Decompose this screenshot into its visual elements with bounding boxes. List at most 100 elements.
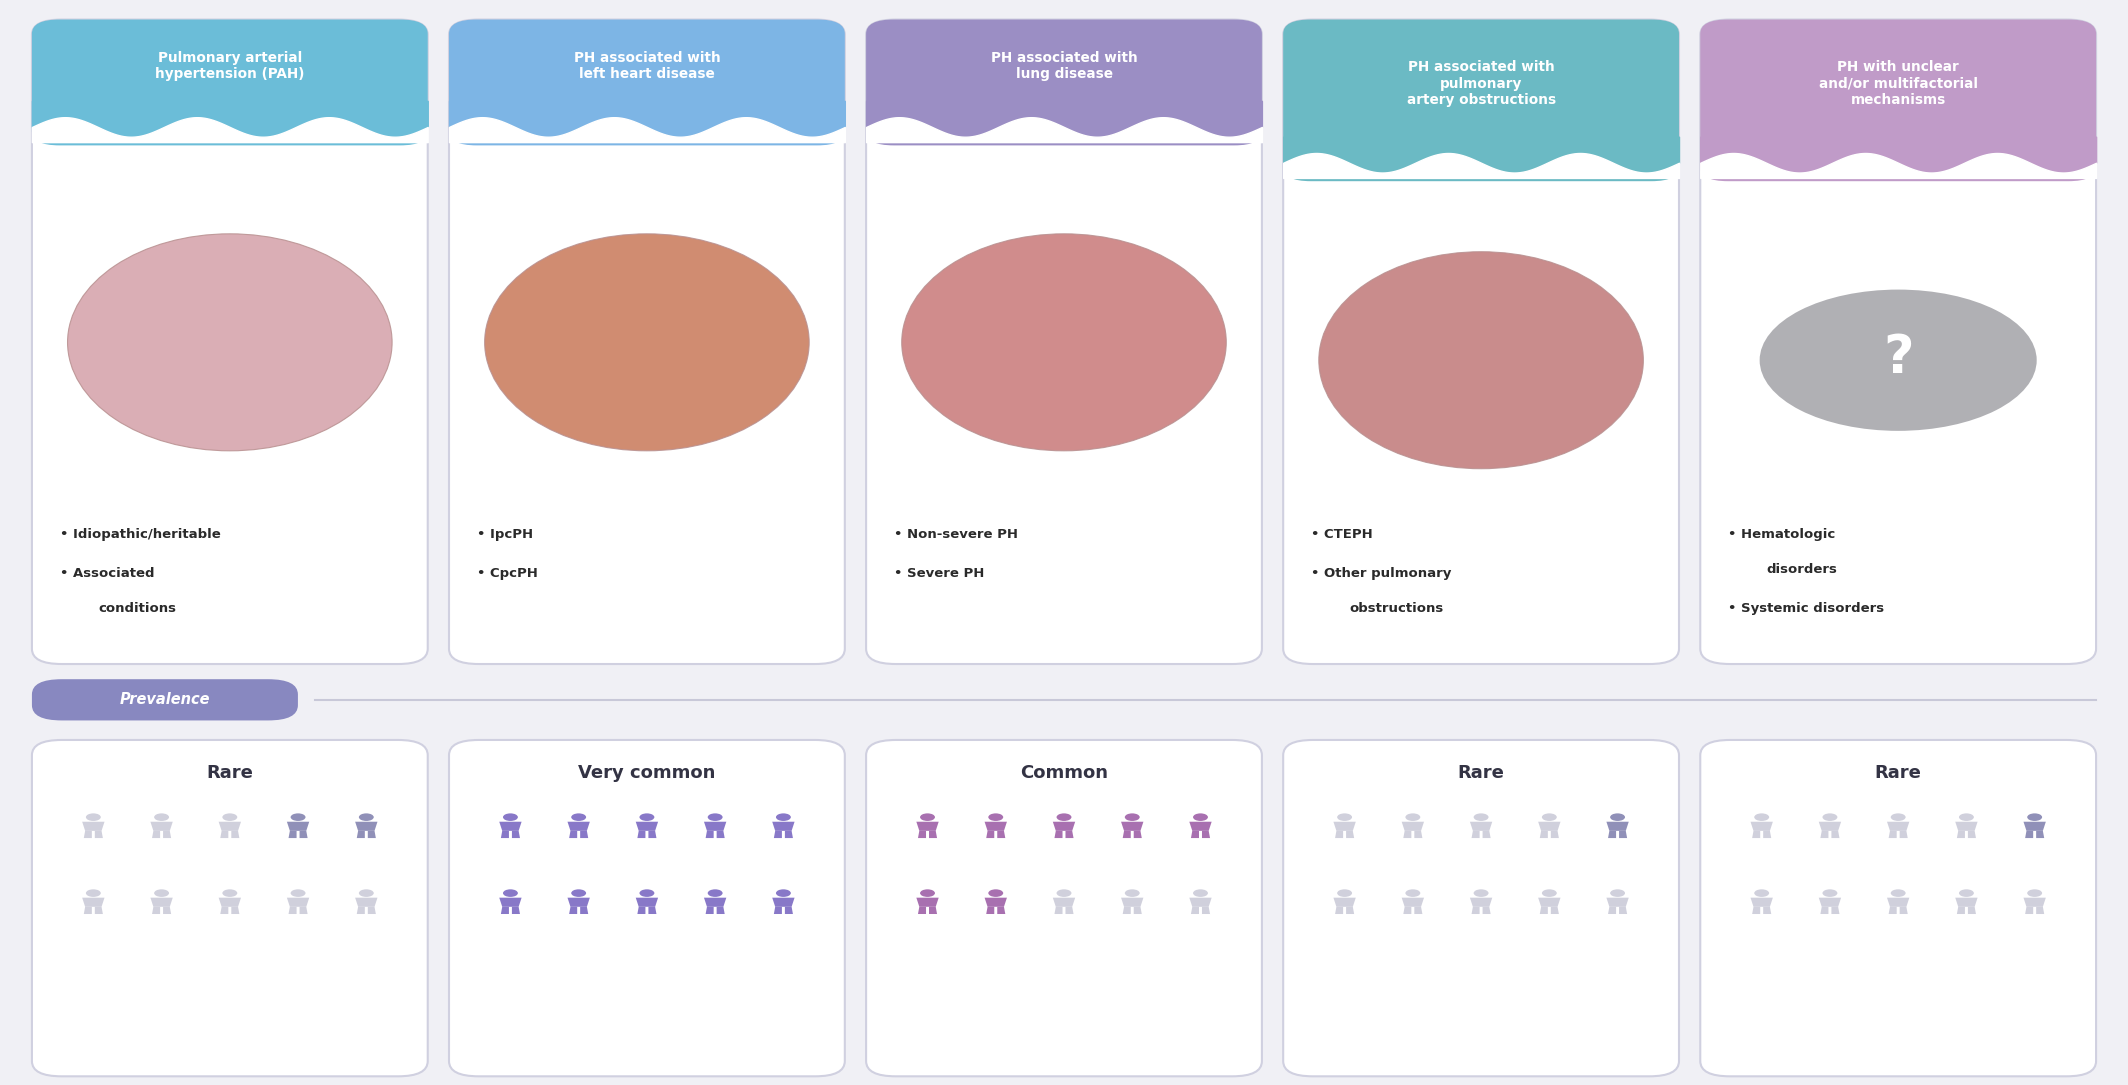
Polygon shape — [985, 821, 1007, 831]
FancyBboxPatch shape — [1283, 20, 1679, 664]
Circle shape — [1611, 890, 1626, 897]
FancyBboxPatch shape — [32, 740, 428, 1076]
Polygon shape — [1819, 897, 1841, 907]
Text: PH associated with
pulmonary
artery obstructions: PH associated with pulmonary artery obst… — [1407, 61, 1556, 106]
Circle shape — [1055, 890, 1073, 897]
Polygon shape — [1283, 149, 1679, 167]
Polygon shape — [355, 821, 377, 831]
Circle shape — [638, 890, 655, 897]
Polygon shape — [1066, 907, 1073, 914]
Polygon shape — [1832, 831, 1839, 838]
Polygon shape — [1607, 897, 1628, 907]
Circle shape — [1611, 814, 1626, 821]
Polygon shape — [151, 831, 160, 838]
Polygon shape — [219, 821, 240, 831]
Circle shape — [221, 814, 238, 821]
Polygon shape — [164, 831, 170, 838]
Polygon shape — [1900, 907, 1907, 914]
Text: PH with unclear
and/or multifactorial
mechanisms: PH with unclear and/or multifactorial me… — [1819, 61, 1977, 106]
Text: Common: Common — [1019, 764, 1109, 781]
Polygon shape — [1055, 907, 1062, 914]
Circle shape — [1753, 814, 1768, 821]
Text: disorders: disorders — [1766, 563, 1836, 576]
Polygon shape — [1347, 907, 1353, 914]
Polygon shape — [1764, 907, 1770, 914]
Polygon shape — [930, 907, 936, 914]
Polygon shape — [500, 907, 509, 914]
Polygon shape — [513, 831, 519, 838]
Polygon shape — [300, 907, 309, 914]
Ellipse shape — [68, 234, 392, 451]
Polygon shape — [706, 831, 713, 838]
Circle shape — [987, 890, 1002, 897]
Polygon shape — [985, 831, 994, 838]
Circle shape — [360, 814, 375, 821]
FancyBboxPatch shape — [1283, 20, 1679, 181]
FancyBboxPatch shape — [1700, 20, 2096, 664]
FancyBboxPatch shape — [32, 20, 428, 145]
FancyBboxPatch shape — [449, 20, 845, 145]
Polygon shape — [1958, 831, 1964, 838]
Polygon shape — [581, 907, 587, 914]
Circle shape — [1336, 890, 1351, 897]
Polygon shape — [96, 831, 102, 838]
Polygon shape — [1956, 821, 1977, 831]
FancyBboxPatch shape — [866, 20, 1262, 145]
Polygon shape — [1192, 831, 1198, 838]
Polygon shape — [1764, 831, 1770, 838]
Text: ?: ? — [1883, 332, 1913, 384]
Text: Prevalence: Prevalence — [119, 692, 211, 707]
Polygon shape — [1202, 907, 1211, 914]
Circle shape — [1960, 890, 1975, 897]
Polygon shape — [638, 831, 645, 838]
Circle shape — [292, 890, 306, 897]
Polygon shape — [1832, 907, 1839, 914]
Text: • CpcPH: • CpcPH — [477, 567, 538, 580]
Text: Rare: Rare — [1458, 764, 1504, 781]
Polygon shape — [96, 907, 102, 914]
Circle shape — [638, 814, 655, 821]
FancyBboxPatch shape — [32, 679, 298, 720]
Polygon shape — [1539, 821, 1560, 831]
Circle shape — [292, 814, 306, 821]
Circle shape — [709, 814, 724, 821]
Polygon shape — [83, 907, 92, 914]
Circle shape — [1126, 890, 1141, 897]
Circle shape — [570, 814, 585, 821]
Polygon shape — [998, 907, 1004, 914]
Polygon shape — [232, 831, 238, 838]
Polygon shape — [2026, 907, 2032, 914]
Polygon shape — [1539, 897, 1560, 907]
Polygon shape — [917, 831, 926, 838]
Polygon shape — [1700, 149, 2096, 167]
Circle shape — [1194, 890, 1209, 897]
Circle shape — [919, 890, 934, 897]
Polygon shape — [1473, 831, 1479, 838]
Circle shape — [85, 890, 100, 897]
Polygon shape — [1124, 907, 1130, 914]
Circle shape — [1960, 814, 1975, 821]
Text: • Severe PH: • Severe PH — [894, 567, 983, 580]
Polygon shape — [1402, 831, 1411, 838]
Circle shape — [1336, 814, 1351, 821]
Polygon shape — [151, 897, 172, 907]
Polygon shape — [1347, 831, 1353, 838]
Polygon shape — [1819, 907, 1828, 914]
Polygon shape — [638, 907, 645, 914]
Polygon shape — [287, 821, 309, 831]
Polygon shape — [1819, 821, 1841, 831]
Polygon shape — [1334, 831, 1343, 838]
Polygon shape — [1890, 831, 1896, 838]
Polygon shape — [500, 831, 509, 838]
Polygon shape — [636, 897, 658, 907]
Polygon shape — [1888, 821, 1909, 831]
Polygon shape — [649, 907, 655, 914]
Polygon shape — [1053, 897, 1075, 907]
Ellipse shape — [902, 234, 1226, 451]
Polygon shape — [1121, 897, 1143, 907]
Polygon shape — [1192, 907, 1198, 914]
Text: • Associated: • Associated — [60, 567, 153, 580]
Polygon shape — [151, 907, 160, 914]
Polygon shape — [513, 907, 519, 914]
Polygon shape — [1334, 907, 1343, 914]
